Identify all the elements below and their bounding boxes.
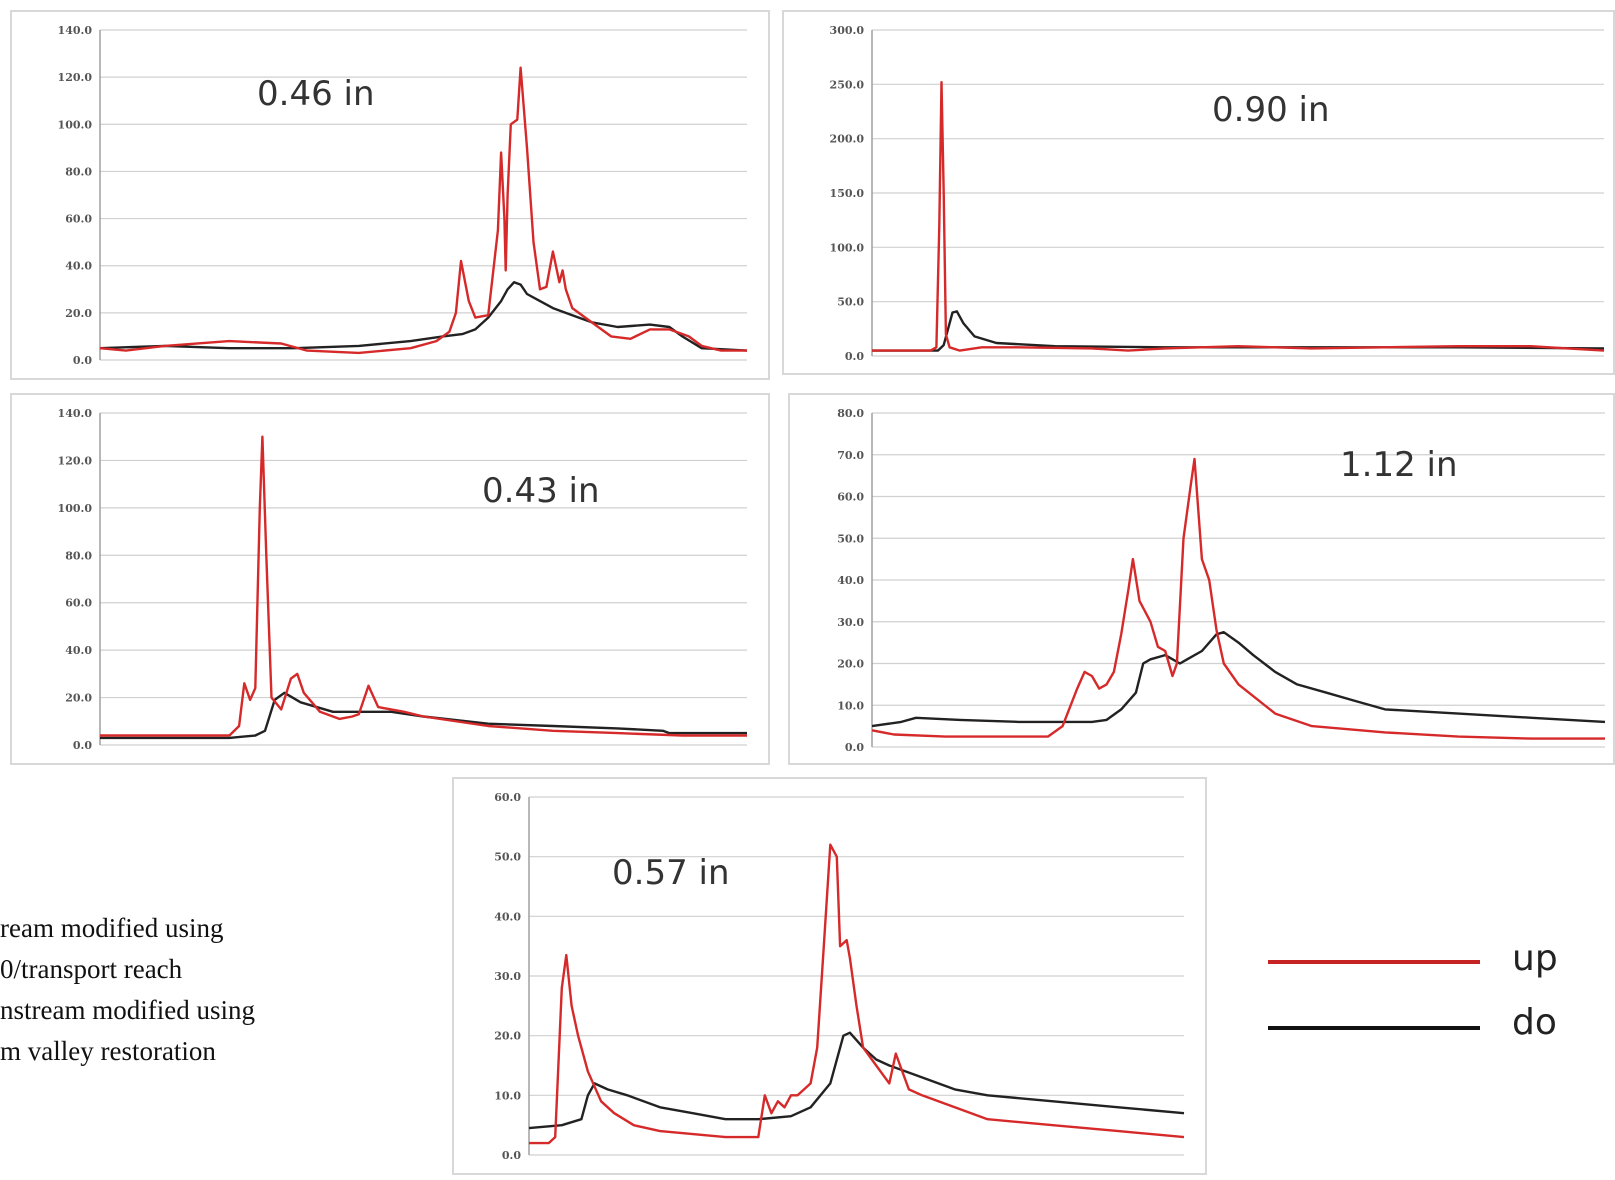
downstream-line bbox=[872, 310, 1605, 352]
y-tick-label: 50.0 bbox=[837, 532, 864, 545]
y-tick-label: 120.0 bbox=[58, 71, 93, 84]
y-tick-label: 10.0 bbox=[494, 1089, 521, 1102]
y-tick-label: 100.0 bbox=[58, 502, 93, 515]
chart-panel-1: 0.0 20.0 40.0 60.0 80.0 100.0 120.0 140.0 0.46 … bbox=[10, 10, 770, 380]
y-tick-label: 0.0 bbox=[73, 354, 92, 367]
chart-annotation-2: 0.90 in bbox=[1212, 90, 1330, 130]
chart-svg-5: 0.0 10.0 20.0 30.0 40.0 50.0 60.0 bbox=[494, 791, 1185, 1162]
y-tick-label: 120.0 bbox=[58, 454, 93, 467]
legend-line-downstream bbox=[1268, 1026, 1480, 1030]
downstream-line bbox=[99, 281, 748, 352]
y-tick-label: 140.0 bbox=[58, 24, 93, 37]
y-tick-label: 0.0 bbox=[845, 741, 864, 754]
y-tick-label: 30.0 bbox=[837, 616, 864, 629]
y-tick-label: 30.0 bbox=[494, 970, 521, 983]
upstream-line bbox=[99, 66, 747, 355]
y-tick-label: 80.0 bbox=[837, 407, 864, 420]
y-tick-label: 20.0 bbox=[494, 1030, 521, 1043]
y-tick-label: 250.0 bbox=[830, 78, 865, 91]
side-caption-line: m valley restoration bbox=[0, 1036, 216, 1066]
y-tick-label: 60.0 bbox=[65, 597, 92, 610]
y-tick-label: 20.0 bbox=[65, 307, 92, 320]
y-tick-label: 80.0 bbox=[65, 549, 92, 562]
y-tick-label: 300.0 bbox=[830, 24, 865, 37]
upstream-line bbox=[529, 843, 1185, 1145]
y-tick-label: 100.0 bbox=[830, 241, 865, 254]
chart-annotation-1: 0.46 in bbox=[257, 74, 375, 114]
side-caption-line: nstream modified using bbox=[0, 995, 255, 1025]
y-tick-label: 70.0 bbox=[837, 449, 864, 462]
upstream-line bbox=[100, 435, 747, 737]
chart-panel-5: 0.0 10.0 20.0 30.0 40.0 50.0 60.0 0.57 in bbox=[452, 777, 1207, 1175]
y-tick-label: 10.0 bbox=[837, 699, 864, 712]
legend-label-upstream: up bbox=[1512, 938, 1558, 979]
chart-panel-3: 0.0 20.0 40.0 60.0 80.0 100.0 120.0 140.0 0.43 … bbox=[10, 393, 770, 765]
chart-annotation-3: 0.43 in bbox=[482, 471, 600, 511]
upstream-line bbox=[871, 457, 1605, 740]
y-tick-label: 200.0 bbox=[830, 133, 865, 146]
y-tick-label: 40.0 bbox=[65, 644, 92, 657]
downstream-line bbox=[528, 1031, 1185, 1130]
y-tick-label: 40.0 bbox=[837, 574, 864, 587]
chart-svg-4: 0.0 10.0 20.0 30.0 40.0 50.0 60.0 70.0 80.0 bbox=[837, 407, 1606, 754]
y-tick-label: 150.0 bbox=[830, 187, 865, 200]
chart-annotation-4: 1.12 in bbox=[1340, 445, 1458, 485]
chart-svg-3: 0.0 20.0 40.0 60.0 80.0 100.0 120.0 140.0 bbox=[58, 407, 747, 752]
side-caption: ream modified using 0/transport reach ns… bbox=[0, 908, 255, 1072]
downstream-line bbox=[871, 630, 1606, 728]
y-tick-label: 50.0 bbox=[494, 851, 521, 864]
y-tick-label: 40.0 bbox=[65, 260, 92, 273]
y-tick-label: 60.0 bbox=[65, 213, 92, 226]
y-tick-label: 140.0 bbox=[58, 407, 93, 420]
chart-annotation-5: 0.57 in bbox=[612, 853, 730, 893]
y-tick-label: 0.0 bbox=[502, 1149, 521, 1162]
y-tick-label: 20.0 bbox=[65, 692, 92, 705]
upstream-line bbox=[872, 80, 1605, 352]
chart-svg-2: 0.0 50.0 100.0 150.0 200.0 250.0 300.0 bbox=[830, 24, 1605, 363]
chart-panel-2: 0.0 50.0 100.0 150.0 200.0 250.0 300.0 0.90 in bbox=[782, 10, 1615, 375]
y-tick-label: 40.0 bbox=[494, 910, 521, 923]
chart-svg-1: 0.0 20.0 40.0 60.0 80.0 100.0 120.0 140.0 bbox=[58, 24, 748, 367]
legend-line-upstream bbox=[1268, 960, 1480, 964]
y-tick-label: 60.0 bbox=[837, 491, 864, 504]
y-tick-label: 50.0 bbox=[837, 296, 864, 309]
side-caption-line: 0/transport reach bbox=[0, 954, 183, 984]
y-tick-label: 60.0 bbox=[494, 791, 521, 804]
y-tick-label: 0.0 bbox=[845, 350, 864, 363]
y-tick-label: 0.0 bbox=[73, 739, 92, 752]
y-tick-label: 80.0 bbox=[65, 165, 92, 178]
legend-label-downstream: do bbox=[1512, 1002, 1557, 1043]
y-tick-label: 100.0 bbox=[58, 118, 93, 131]
downstream-line bbox=[100, 691, 747, 740]
chart-panel-4: 0.0 10.0 20.0 30.0 40.0 50.0 60.0 70.0 80.0 1.12… bbox=[788, 393, 1615, 765]
side-caption-line: ream modified using bbox=[0, 913, 224, 943]
y-tick-label: 20.0 bbox=[837, 658, 864, 671]
